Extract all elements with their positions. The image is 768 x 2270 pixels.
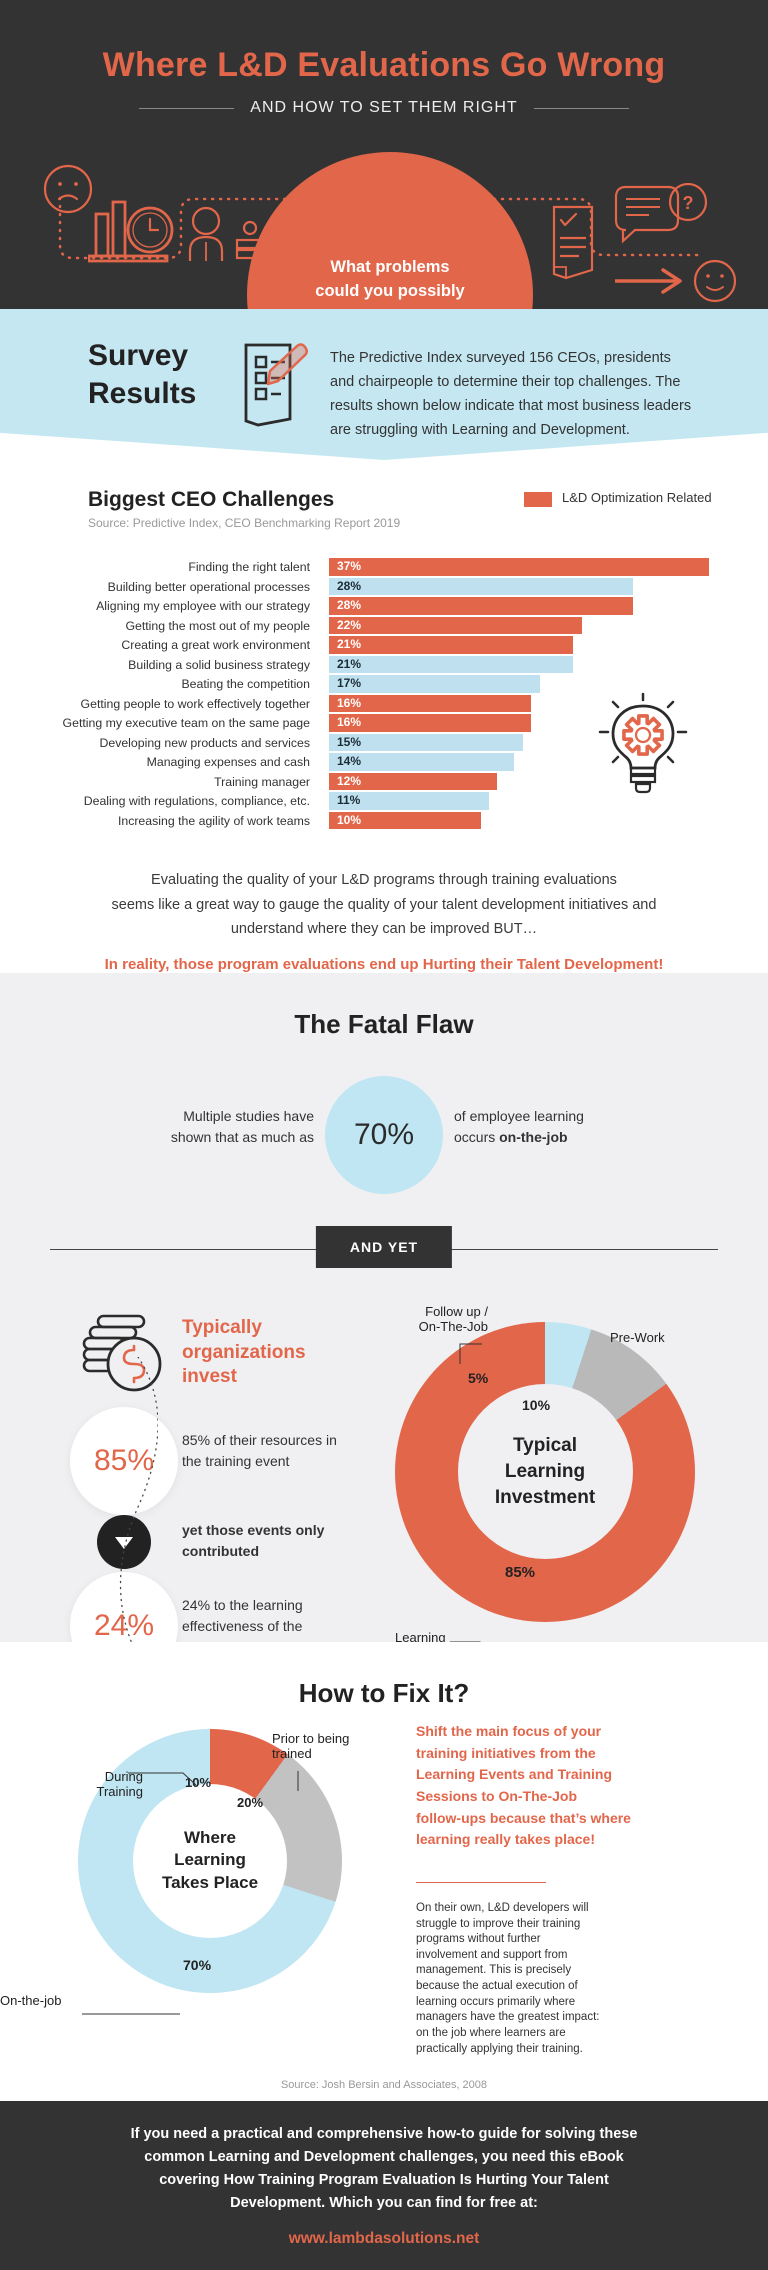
svg-text:?: ? <box>683 193 694 213</box>
